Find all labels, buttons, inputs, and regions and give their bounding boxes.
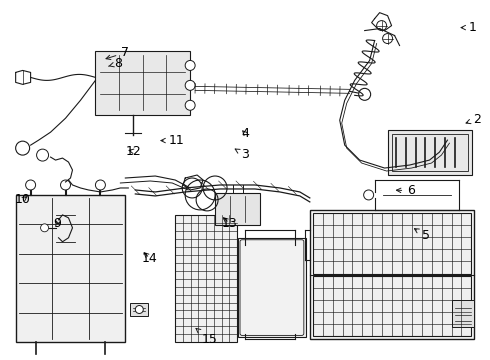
Bar xyxy=(392,134,468,171)
Circle shape xyxy=(16,141,29,155)
Text: 11: 11 xyxy=(161,134,184,147)
Bar xyxy=(452,300,474,328)
Text: 8: 8 xyxy=(108,57,122,70)
Circle shape xyxy=(96,180,105,190)
Text: 7: 7 xyxy=(106,46,129,59)
Circle shape xyxy=(185,100,195,110)
Text: 10: 10 xyxy=(15,193,30,206)
Bar xyxy=(16,195,125,342)
Text: 13: 13 xyxy=(221,216,237,230)
Bar xyxy=(130,302,148,316)
Circle shape xyxy=(383,33,392,44)
Text: 9: 9 xyxy=(53,216,61,230)
Circle shape xyxy=(41,224,49,232)
Circle shape xyxy=(185,60,195,71)
Text: 2: 2 xyxy=(466,113,481,126)
Circle shape xyxy=(135,306,143,314)
Bar xyxy=(215,193,260,225)
Text: 14: 14 xyxy=(142,252,158,265)
Text: 5: 5 xyxy=(415,229,430,242)
Text: 6: 6 xyxy=(396,184,415,197)
Text: 12: 12 xyxy=(126,145,142,158)
Bar xyxy=(238,238,306,337)
Circle shape xyxy=(185,80,195,90)
Bar xyxy=(313,213,471,274)
Text: 4: 4 xyxy=(241,127,249,140)
Text: 3: 3 xyxy=(235,148,249,161)
Circle shape xyxy=(377,21,387,31)
Circle shape xyxy=(25,180,36,190)
Bar xyxy=(388,130,472,175)
Text: 15: 15 xyxy=(196,328,218,346)
Circle shape xyxy=(61,180,71,190)
Circle shape xyxy=(364,190,374,200)
Circle shape xyxy=(37,149,49,161)
Text: 1: 1 xyxy=(461,21,476,34)
Bar xyxy=(175,215,237,342)
Bar xyxy=(310,210,474,339)
Bar xyxy=(96,50,190,115)
Bar xyxy=(313,276,471,336)
Circle shape xyxy=(359,88,370,100)
